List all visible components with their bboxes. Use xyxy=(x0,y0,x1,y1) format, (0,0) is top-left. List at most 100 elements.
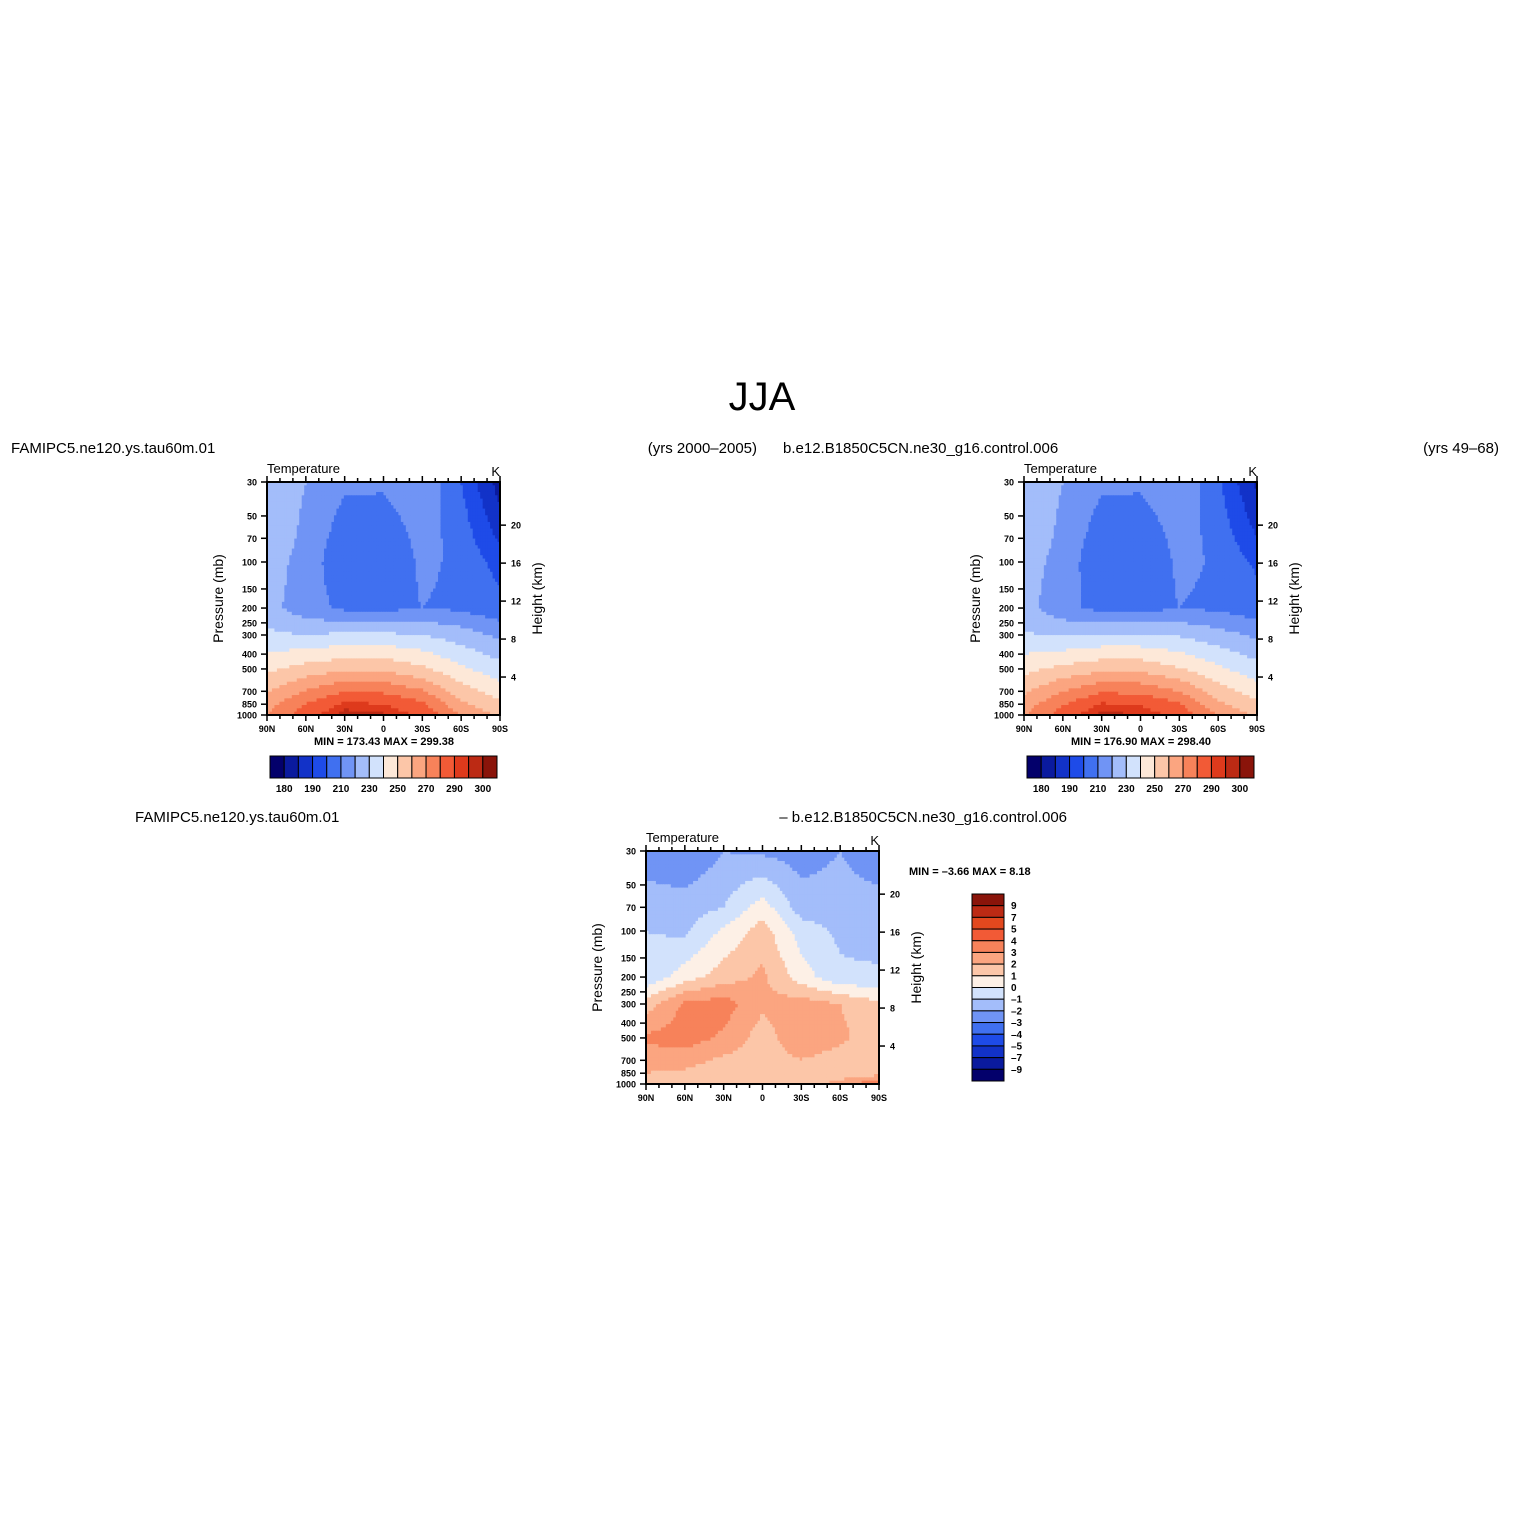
contour-cell xyxy=(428,501,432,506)
contour-cell xyxy=(390,591,395,596)
contour-cell xyxy=(385,525,390,530)
contour-cell xyxy=(326,578,330,583)
contour-cell xyxy=(390,568,395,573)
contour-cell xyxy=(324,531,328,536)
contour-cell xyxy=(309,568,313,573)
contour-cell xyxy=(465,581,469,586)
contour-cell xyxy=(462,575,466,580)
contour-cell xyxy=(296,581,300,586)
contour-cell xyxy=(336,495,340,500)
contour-cell xyxy=(425,588,429,593)
contour-cell xyxy=(447,545,452,550)
contour-cell xyxy=(433,568,437,573)
contour-cell xyxy=(314,518,318,523)
contour-cell xyxy=(487,565,491,570)
contour-cell xyxy=(358,505,362,510)
contour-cell xyxy=(477,598,481,603)
contour-cell xyxy=(291,491,295,496)
contour-cell xyxy=(301,515,305,520)
contour-cell xyxy=(309,608,313,613)
contour-cell xyxy=(455,508,459,513)
contour-cell xyxy=(296,525,300,530)
contour-cell xyxy=(408,528,412,533)
contour-cell xyxy=(363,521,367,526)
contour-cell xyxy=(433,608,437,613)
contour-cell xyxy=(460,588,464,593)
contour-cell xyxy=(358,595,362,600)
contour-cell xyxy=(304,611,308,616)
contour-cell xyxy=(291,555,295,560)
contour-cell xyxy=(423,518,427,523)
contour-cell xyxy=(470,565,474,570)
contour-cell xyxy=(445,605,449,610)
contour-cell xyxy=(450,595,454,600)
contour-cell xyxy=(336,615,340,620)
contour-cell xyxy=(475,605,479,610)
contour-cell xyxy=(306,482,310,486)
contour-cell xyxy=(440,551,444,556)
contour-cell xyxy=(447,538,452,543)
contour-cell xyxy=(331,495,335,500)
contour-cell xyxy=(326,531,330,536)
contour-cell xyxy=(433,605,437,610)
contour-cell xyxy=(319,568,323,573)
contour-cell xyxy=(271,508,276,513)
contour-cell xyxy=(455,488,459,493)
contour-cell xyxy=(430,571,434,576)
contour-cell xyxy=(274,591,278,596)
contour-cell xyxy=(495,615,499,620)
contour-cell xyxy=(328,555,333,560)
contour-cell xyxy=(269,491,273,496)
contour-cell xyxy=(393,485,397,490)
contour-cell xyxy=(314,545,318,550)
contour-cell xyxy=(390,482,395,486)
contour-cell xyxy=(385,565,390,570)
contour-cell xyxy=(299,591,303,596)
contour-cell xyxy=(438,501,442,506)
contour-cell xyxy=(279,528,283,533)
contour-cell xyxy=(331,565,335,570)
contour-cell xyxy=(492,561,496,566)
contour-cell xyxy=(299,555,303,560)
contour-cell xyxy=(348,518,352,523)
contour-cell xyxy=(477,601,481,606)
contour-cell xyxy=(395,561,399,566)
contour-cell xyxy=(490,488,494,493)
contour-cell xyxy=(430,551,434,556)
contour-cell xyxy=(415,545,419,550)
contour-cell xyxy=(475,585,479,590)
contour-cell xyxy=(289,495,293,500)
contour-cell xyxy=(395,485,399,490)
contour-cell xyxy=(395,538,399,543)
contour-cell xyxy=(487,555,491,560)
contour-cell xyxy=(314,568,318,573)
contour-cell xyxy=(495,515,499,520)
contour-cell xyxy=(460,491,464,496)
contour-cell xyxy=(276,618,280,623)
contour-cell xyxy=(316,568,320,573)
contour-cell xyxy=(423,571,427,576)
contour-cell xyxy=(341,521,345,526)
contour-cell xyxy=(388,581,392,586)
contour-cell xyxy=(477,565,481,570)
contour-cell xyxy=(470,591,474,596)
contour-cell xyxy=(316,611,320,616)
contour-cell xyxy=(294,528,298,533)
contour-cell xyxy=(435,508,439,513)
contour-cell xyxy=(341,551,345,556)
contour-cell xyxy=(485,531,489,536)
contour-cell xyxy=(291,485,295,490)
contour-cell xyxy=(472,565,476,570)
contour-cell xyxy=(311,595,315,600)
contour-cell xyxy=(279,535,283,540)
contour-cell xyxy=(281,618,285,623)
contour-cell xyxy=(403,561,407,566)
contour-cell xyxy=(445,585,449,590)
contour-cell xyxy=(430,535,434,540)
contour-cell xyxy=(487,505,491,510)
contour-cell xyxy=(274,565,278,570)
contour-cell xyxy=(413,575,417,580)
contour-cell xyxy=(420,565,424,570)
contour-cell xyxy=(319,608,323,613)
contour-cell xyxy=(319,615,323,620)
